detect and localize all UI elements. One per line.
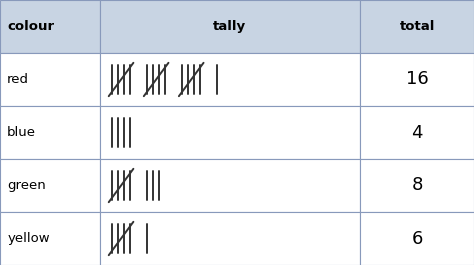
Text: 4: 4 xyxy=(411,123,423,142)
Bar xyxy=(100,53,360,106)
Text: 6: 6 xyxy=(411,229,423,248)
Text: tally: tally xyxy=(213,20,246,33)
Text: blue: blue xyxy=(7,126,36,139)
Bar xyxy=(360,106,474,159)
Text: 8: 8 xyxy=(411,176,423,195)
Text: red: red xyxy=(7,73,29,86)
Bar xyxy=(360,159,474,212)
Bar xyxy=(360,212,474,265)
Bar xyxy=(0,0,100,53)
Bar xyxy=(0,106,100,159)
Bar xyxy=(100,159,360,212)
Text: 16: 16 xyxy=(406,70,428,89)
Text: total: total xyxy=(400,20,435,33)
Bar xyxy=(360,0,474,53)
Bar xyxy=(100,212,360,265)
Text: green: green xyxy=(7,179,46,192)
Bar xyxy=(0,159,100,212)
Bar xyxy=(360,53,474,106)
Bar xyxy=(100,0,360,53)
Bar xyxy=(0,53,100,106)
Text: yellow: yellow xyxy=(7,232,50,245)
Bar xyxy=(100,106,360,159)
Text: colour: colour xyxy=(7,20,54,33)
Bar xyxy=(0,212,100,265)
